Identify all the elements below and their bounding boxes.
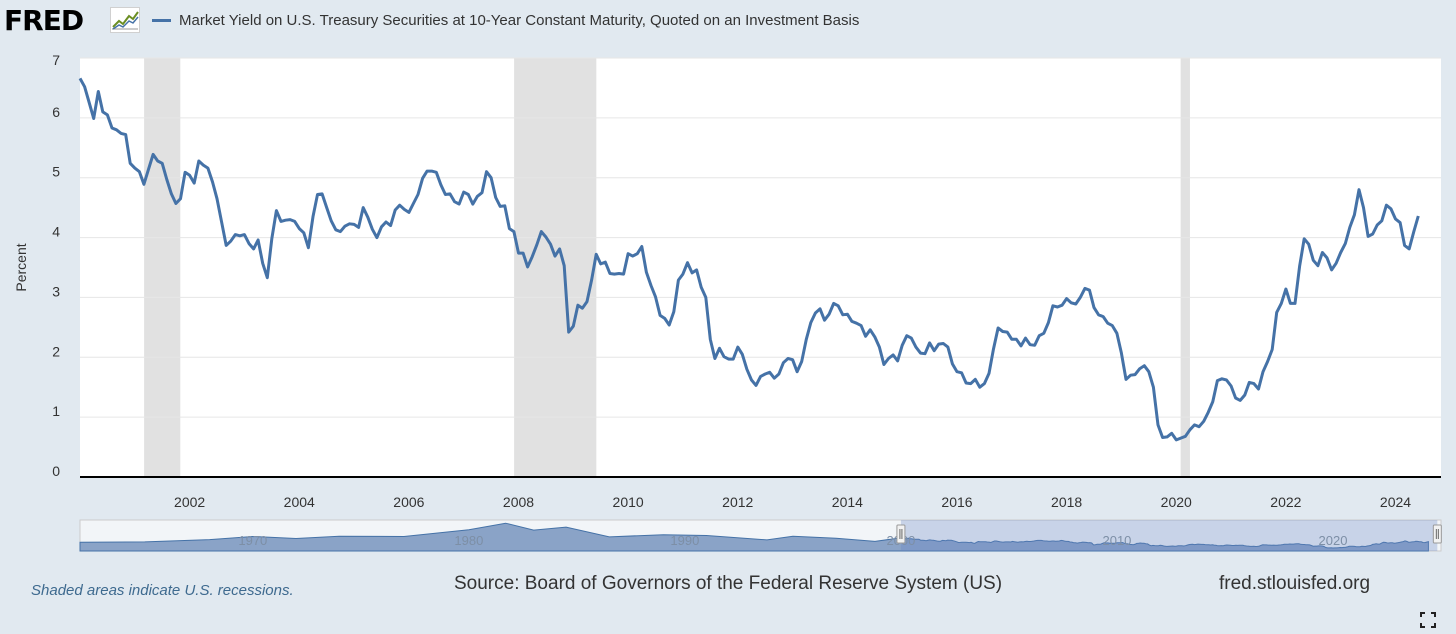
fred-trend-chart-icon: [110, 7, 140, 33]
legend-label: Market Yield on U.S. Treasury Securities…: [179, 12, 860, 29]
chart-area[interactable]: 0 1 2 3 4 5 6 7 2002 2004 2006 2008 2010 2012 2014 2016…: [0, 40, 1456, 560]
source-text: Source: Board of Governors of the Federa…: [454, 573, 1003, 594]
navigator-series: [79, 522, 1429, 552]
x-tick-label: 2008: [503, 494, 534, 510]
navigator-tick-label: 2020: [1319, 533, 1348, 548]
recession-note: Shaded areas indicate U.S. recessions.: [31, 582, 294, 599]
x-tick-label: 2016: [941, 494, 972, 510]
y-tick-label: 7: [52, 52, 60, 68]
y-tick-label: 4: [52, 224, 60, 240]
fullscreen-icon[interactable]: [1420, 612, 1436, 628]
y-axis-label: Percent: [13, 243, 29, 291]
navigator-left-handle[interactable]: [896, 524, 906, 544]
fred-logo[interactable]: FRED: [4, 4, 84, 37]
navigator-tick-label: 1990: [670, 533, 699, 548]
x-tick-label: 2010: [613, 494, 644, 510]
recession-band: [144, 58, 181, 477]
navigator-right-handle[interactable]: [1432, 524, 1442, 544]
navigator-tick-label: 2010: [1102, 533, 1131, 548]
x-tick-label: 2004: [284, 494, 315, 510]
y-tick-label: 5: [52, 164, 60, 180]
x-tick-label: 2002: [174, 494, 205, 510]
series-line: [78, 77, 1420, 442]
y-tick-label: 3: [52, 283, 60, 299]
navigator-selection: [900, 520, 1438, 551]
source-url[interactable]: fred.stlouisfed.org: [1219, 573, 1371, 594]
legend-item[interactable]: Market Yield on U.S. Treasury Securities…: [152, 12, 859, 29]
navigator-tick-label: 1970: [238, 533, 267, 548]
x-tick-label: 2018: [1051, 494, 1082, 510]
recession-band: [1180, 58, 1190, 477]
y-tick-label: 2: [52, 343, 60, 359]
x-tick-label: 2014: [832, 494, 863, 510]
y-tick-label: 0: [52, 463, 60, 479]
navigator-tick-label: 1980: [454, 533, 483, 548]
y-tick-label: 1: [52, 403, 60, 419]
x-tick-label: 2020: [1161, 494, 1192, 510]
x-tick-label: 2024: [1380, 494, 1411, 510]
legend-swatch: [152, 19, 171, 22]
x-tick-label: 2022: [1270, 494, 1301, 510]
x-tick-label: 2006: [393, 494, 424, 510]
y-tick-label: 6: [52, 104, 60, 120]
plot-background: [80, 58, 1441, 477]
chart-header: FRED Market Yield on U.S. Treasury Secur…: [0, 0, 1456, 44]
x-tick-label: 2012: [722, 494, 753, 510]
